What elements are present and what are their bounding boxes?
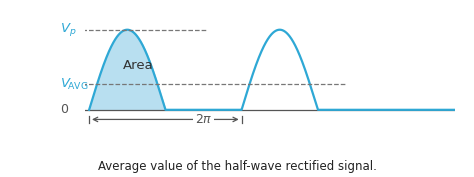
Text: Average value of the half-wave rectified signal.: Average value of the half-wave rectified… <box>98 161 376 173</box>
Text: $2\pi$: $2\pi$ <box>195 113 212 126</box>
Text: 0: 0 <box>60 103 68 116</box>
Text: $V_{\!\mathrm{AVG}}$: $V_{\!\mathrm{AVG}}$ <box>60 77 89 92</box>
Text: $V_p$: $V_p$ <box>60 21 77 38</box>
Text: Area: Area <box>123 59 154 72</box>
